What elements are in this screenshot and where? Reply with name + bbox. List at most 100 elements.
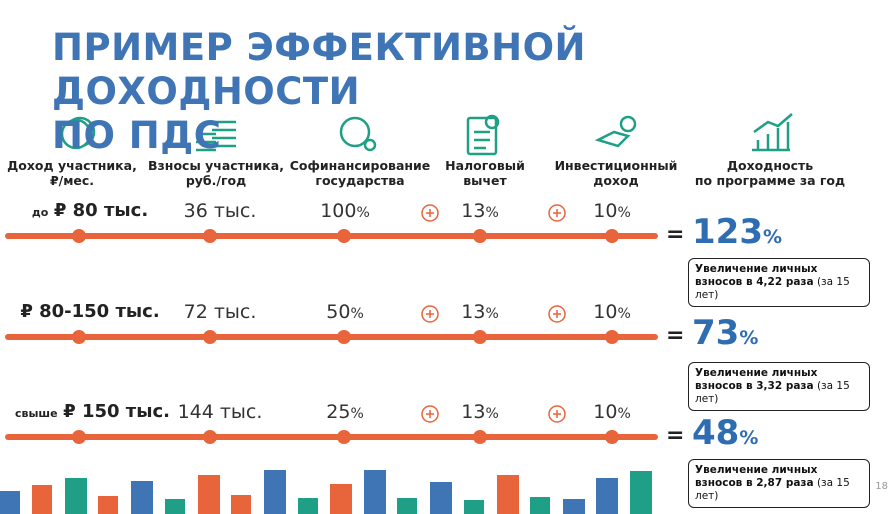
unit: % [617,306,631,322]
note-extra: (за 15 лет) [695,380,850,405]
note-bold: Увеличение личных взносов в 3,32 раза [695,367,818,392]
number: 50 [326,301,351,323]
title-line: ПО ПДС [52,114,222,157]
number: 25 [326,401,351,423]
equals: = [666,323,685,348]
number: 10 [593,401,618,423]
unit: % [617,205,631,221]
result-unit: % [739,327,759,349]
investment: 10% [562,200,662,222]
number: 100 [320,200,357,222]
note-extra: (за 15 лет) [695,276,850,301]
row-dot [337,430,351,444]
plus-icon [421,204,439,222]
header-line: доход [593,173,639,188]
unit: % [485,205,499,221]
equals: = [666,423,685,448]
icons [60,113,793,156]
plus-sign [553,209,561,217]
income-amount: ₽ 80-150 тыс. [20,301,160,322]
result: 48% [692,413,758,453]
income-amount: ₽ 80 тыс. [53,200,149,221]
header-line: Доходность [726,158,814,173]
row-dot [72,330,86,344]
income: свыше ₽ 150 тыс. [15,401,170,422]
column-header: Доход участника, ₽/мес. [0,158,152,188]
column-header: Инвестиционный доход [536,158,696,188]
row-dot [72,229,86,243]
plus-icon [421,405,439,423]
row-dot [605,229,619,243]
header-line: ₽/мес. [49,173,95,188]
row-dot [605,430,619,444]
row-dot [473,229,487,243]
plus-icon [548,204,566,222]
column-header: Налоговый вычет [405,158,565,188]
header-line: руб./год [185,173,247,188]
result: 123% [692,212,782,252]
income: до ₽ 80 тыс. [15,200,165,221]
result-unit: % [739,427,759,449]
plus-sign [426,209,434,217]
row-dot [337,330,351,344]
row-dot [337,229,351,243]
tax: 13% [430,301,530,323]
header-line: Софинансирование [289,158,431,173]
header-line: государства [315,173,405,188]
header-line: Взносы участника, [148,158,284,173]
note-box: Увеличение личных взносов в 3,32 раза (з… [688,362,870,411]
plus-icon [548,305,566,323]
header-line: вычет [463,173,507,188]
cofinancing: 25% [295,401,395,423]
tax: 13% [430,401,530,423]
unit: % [350,306,364,322]
unit: % [485,406,499,422]
unit: % [356,205,370,221]
column-header: Софинансирование государства [280,158,440,188]
result-number: 48 [692,413,740,453]
number: 13 [461,200,486,222]
result-number: 123 [692,212,763,252]
number: 13 [461,301,486,323]
row-dot [72,430,86,444]
income-amount: ₽ 150 тыс. [63,401,171,422]
plus-sign [553,310,561,318]
income: ₽ 80-150 тыс. [15,301,165,322]
row-dot [473,330,487,344]
row-dot [473,430,487,444]
column-header: Взносы участника, руб./год [136,158,296,188]
header-line: Налоговый [445,158,525,173]
plus-sign [426,410,434,418]
row-dot [203,430,217,444]
note-bold: Увеличение личных взносов в 2,87 раза [695,464,818,489]
number: 10 [593,301,618,323]
tax: 13% [430,200,530,222]
unit: % [350,406,364,422]
plus-sign [426,310,434,318]
number: 10 [593,200,618,222]
note-bold: Увеличение личных взносов в 4,22 раза [695,263,818,288]
column-header: Доходность по программе за год [690,158,850,188]
cofinancing: 100% [295,200,395,222]
header-line: Инвестиционный [554,158,678,173]
investment: 10% [562,401,662,423]
unit: % [617,406,631,422]
row-dot [203,229,217,243]
plus-icon [421,305,439,323]
decorative-bars [0,470,652,514]
result-unit: % [762,226,783,248]
plus-sign [553,410,561,418]
title-line: ПРИМЕР ЭФФЕКТИВНОЙ ДОХОДНОСТИ [52,26,586,113]
cofinancing: 50% [295,301,395,323]
row-dot [605,330,619,344]
note-box: Увеличение личных взносов в 2,87 раза (з… [688,459,870,508]
unit: % [485,306,499,322]
contribution: 36 тыс. [183,200,257,222]
plus-icon [548,405,566,423]
contribution: 72 тыс. [183,301,257,323]
contribution: 144 тыс. [177,401,263,423]
title: ПРИМЕР ЭФФЕКТИВНОЙ ДОХОДНОСТИ ПО ПДС [52,26,896,158]
equals: = [666,222,685,247]
